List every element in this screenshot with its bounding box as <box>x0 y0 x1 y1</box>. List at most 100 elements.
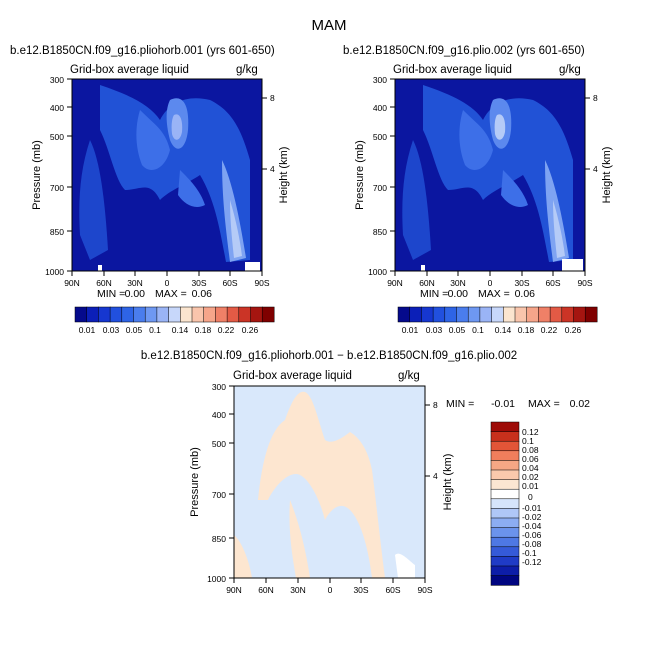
colorbar-3-swatch-7 <box>490 488 520 500</box>
panel-1-ylabel: Pressure (mb) <box>31 140 43 210</box>
panel-2-min-label: MIN = <box>420 288 448 300</box>
colorbar-2-swatch-11 <box>526 306 539 323</box>
panel-pliohorb: b.e12.B1850CN.f09_g16.pliohorb.001 (yrs … <box>10 45 290 335</box>
colorbar-2-swatch-2 <box>421 306 434 323</box>
panel-3-xlabel-30N: 30N <box>290 585 306 595</box>
panel-2-cb-label-0.22: 0.22 <box>541 325 558 335</box>
panel-1-ylabel-300: 300 <box>50 75 64 85</box>
panel-3-cb-label-0.08: 0.08 <box>522 445 539 455</box>
panel-3-ylabel-right: Height (km) <box>442 454 454 511</box>
panel-2-xlabel-60N: 60N <box>419 278 435 288</box>
colorbar-2-swatch-5 <box>456 306 469 323</box>
colorbar-1-swatch-1 <box>86 306 99 323</box>
panel-3-xlabel-60S: 60S <box>385 585 400 595</box>
colorbar-2-swatch-16 <box>584 306 598 323</box>
panel-1-xlabel-30N: 30N <box>127 278 143 288</box>
panel-2-cb-label-0.14: 0.14 <box>495 325 512 335</box>
panel-3-title: b.e12.B1850CN.f09_g16.pliohorb.001 − b.e… <box>141 350 517 362</box>
panel-2-ylabel: Pressure (mb) <box>354 140 366 210</box>
panel-3-cb-label-0.1: 0.1 <box>522 436 534 446</box>
panel-2-subtitle-left: Grid-box average liquid <box>393 64 512 76</box>
panel-2-ylabel-700: 700 <box>373 183 387 193</box>
panel-1-xlabel-90S: 90S <box>254 278 269 288</box>
panel-3-max-value: 0.02 <box>570 398 591 410</box>
panel-1-ylabel-1000: 1000 <box>45 267 64 277</box>
colorbar-3-swatch-1 <box>490 431 520 442</box>
panel-1-cb-label-0.26: 0.26 <box>242 325 259 335</box>
colorbar-2-swatch-4 <box>444 306 458 323</box>
panel-3-stats: MIN = -0.01 MAX = 0.02 <box>446 398 590 410</box>
colorbar-2-swatch-6 <box>467 306 481 323</box>
panel-1-xlabel-90N: 90N <box>64 278 80 288</box>
panel-3-ylabel-400: 400 <box>212 410 226 420</box>
panel-3-shade-1 <box>258 391 385 578</box>
colorbar-1-swatch-15 <box>250 306 263 323</box>
panel-3-cb-label-0.04: 0.04 <box>522 463 539 473</box>
colorbar-2-swatch-0 <box>397 306 411 323</box>
panel-3-xlabel-30S: 30S <box>353 585 368 595</box>
panel-3-max-label: MAX = <box>528 398 560 410</box>
colorbar-3-swatch-9 <box>490 508 520 519</box>
panel-3-rlabel-8: 8 <box>433 400 438 410</box>
panel-2-stats: MIN = 0.00 MAX = 0.06 <box>420 288 535 300</box>
panel-plio: b.e12.B1850CN.f09_g16.plio.002 (yrs 601-… <box>343 45 613 335</box>
panel-1-xlabel-60N: 60N <box>96 278 112 288</box>
colorbar-1-swatch-11 <box>203 306 216 323</box>
colorbar-1-swatch-2 <box>98 306 111 323</box>
panel-3-cb-label-0.06: 0.06 <box>522 454 539 464</box>
panel-2-shade-5 <box>494 114 506 140</box>
colorbar-3-swatch-8 <box>490 498 520 509</box>
colorbar-2-swatch-3 <box>432 306 446 323</box>
panel-3-min-label: MIN = <box>446 398 474 410</box>
panel-3-cb-label-0: 0 <box>528 492 533 502</box>
panel-3-shade-2 <box>234 535 252 578</box>
colorbar-3-swatch-10 <box>490 517 520 529</box>
panel-3-right-axis: 8 4 Height (km) <box>425 400 454 510</box>
panel-1-ylabel-500: 500 <box>50 132 64 142</box>
panel-1-max-label: MAX = <box>155 288 187 300</box>
panel-3-colorbar: 0.12 0.1 0.08 0.06 0.04 0.02 0.01 0 -0.0… <box>490 421 542 586</box>
panel-3-ylabel-300: 300 <box>212 382 226 392</box>
panel-3-min-value: -0.01 <box>491 398 515 410</box>
colorbar-2-swatch-7 <box>479 306 493 323</box>
colorbar-1-swatch-8 <box>168 306 181 323</box>
colorbar-2-swatch-13 <box>549 306 563 323</box>
panel-1-white-2 <box>245 262 260 271</box>
panel-3-left-axis: 300 400 500 700 850 1000 Pressure (mb) <box>189 382 234 584</box>
colorbar-2-swatch-15 <box>573 306 586 323</box>
panel-3-cb-label-m0.08: -0.08 <box>522 539 542 549</box>
panel-1-shade-7 <box>230 200 242 258</box>
panel-2-xlabel-30S: 30S <box>514 278 529 288</box>
panel-2-max-label: MAX = <box>478 288 510 300</box>
colorbar-3-swatch-0 <box>490 421 520 433</box>
panel-1-min-value: 0.00 <box>125 288 146 300</box>
panel-1-subtitle-right: g/kg <box>236 64 258 76</box>
panel-3-field <box>234 386 425 578</box>
panel-2-x-axis: 90N 60N 30N 0 30S 60S 90S <box>387 271 593 288</box>
panel-3-cb-label-m0.1: -0.1 <box>522 548 537 558</box>
colorbar-3-swatch-5 <box>490 469 520 481</box>
panel-1-cb-label-0.22: 0.22 <box>218 325 235 335</box>
panel-1-colorbar: 0.01 0.03 0.05 0.1 0.14 0.18 0.22 0.26 <box>74 306 275 335</box>
panel-2-xlabel-60S: 60S <box>545 278 560 288</box>
colorbar-1-swatch-9 <box>180 306 193 323</box>
panel-1-shade-6 <box>222 160 246 262</box>
panel-2-right-axis: 8 4 Height (km) <box>585 93 613 203</box>
panel-1-xlabel-60S: 60S <box>222 278 237 288</box>
panel-3-cb-label-m0.12: -0.12 <box>522 557 542 567</box>
colorbar-1-swatch-10 <box>191 306 205 323</box>
panel-2-xlabel-90N: 90N <box>387 278 403 288</box>
panel-1-white-1 <box>98 265 102 271</box>
panel-2-ylabel-right: Height (km) <box>601 147 613 204</box>
panel-difference: b.e12.B1850CN.f09_g16.pliohorb.001 − b.e… <box>141 350 590 595</box>
panel-2-shade-3 <box>459 110 493 170</box>
panel-2-shade-2 <box>402 140 431 260</box>
colorbar-2-swatch-8 <box>491 306 504 323</box>
panel-3-ylabel-1000: 1000 <box>207 574 226 584</box>
panel-1-shade-8 <box>178 170 205 207</box>
panel-3-xlabel-90N: 90N <box>226 585 242 595</box>
panel-2-max-value: 0.06 <box>515 288 536 300</box>
panel-2-shade-7 <box>553 200 565 258</box>
panel-3-ylabel: Pressure (mb) <box>189 447 201 517</box>
colorbar-1-swatch-5 <box>133 306 146 323</box>
